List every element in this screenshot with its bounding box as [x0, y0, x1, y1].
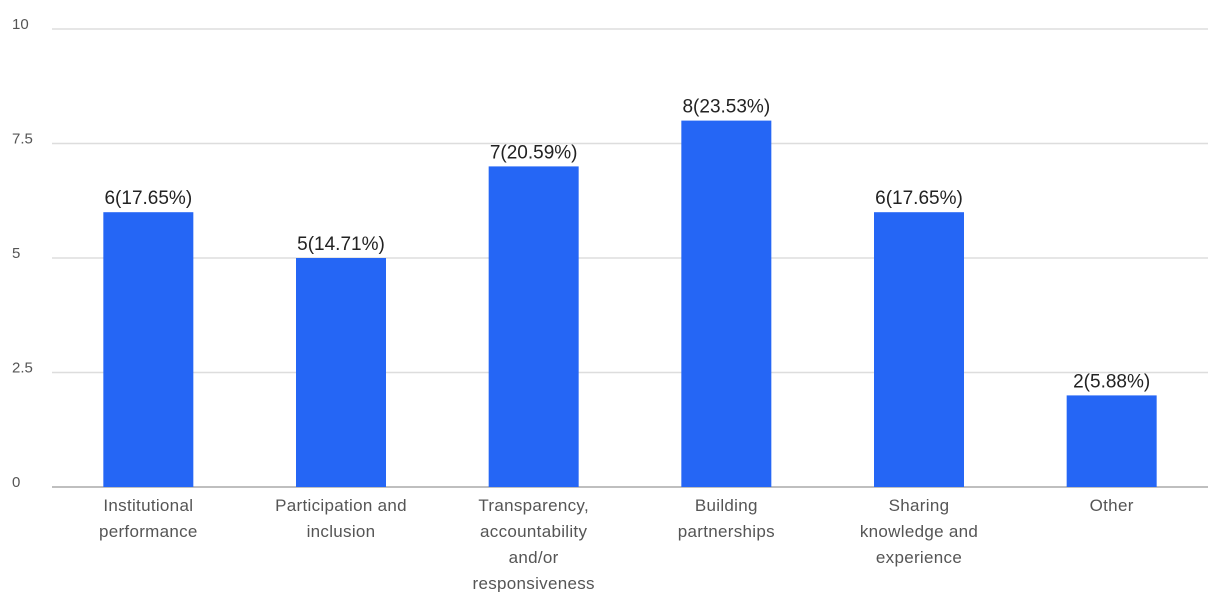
- x-tick-label: Other: [1089, 496, 1134, 515]
- y-tick-label: 7.5: [12, 130, 33, 147]
- y-tick-label: 5: [12, 245, 20, 262]
- bar: [296, 258, 386, 487]
- value-label: 7(20.59%): [490, 142, 578, 163]
- x-tick-label: Transparency, accountability and/or resp…: [472, 496, 595, 592]
- x-tick-label: Sharing knowledge and experience: [859, 496, 979, 567]
- bar: [681, 120, 772, 487]
- x-tick-label: Institutional performance: [98, 496, 198, 541]
- y-tick-label: 2.5: [12, 359, 33, 376]
- value-label: 6(17.65%): [875, 188, 963, 209]
- bar: [1066, 395, 1157, 487]
- value-label: 6(17.65%): [104, 188, 192, 209]
- x-tick-label: Building partnerships: [677, 496, 775, 541]
- y-tick-label: 10: [12, 16, 29, 33]
- x-tick-label: Participation and inclusion: [275, 496, 407, 541]
- bar: [488, 166, 579, 487]
- value-label: 2(5.88%): [1073, 371, 1150, 392]
- y-tick-label: 0: [12, 474, 20, 491]
- value-label: 5(14.71%): [297, 234, 385, 255]
- value-label: 8(23.53%): [682, 97, 770, 118]
- bar: [874, 212, 964, 487]
- bar: [103, 212, 194, 487]
